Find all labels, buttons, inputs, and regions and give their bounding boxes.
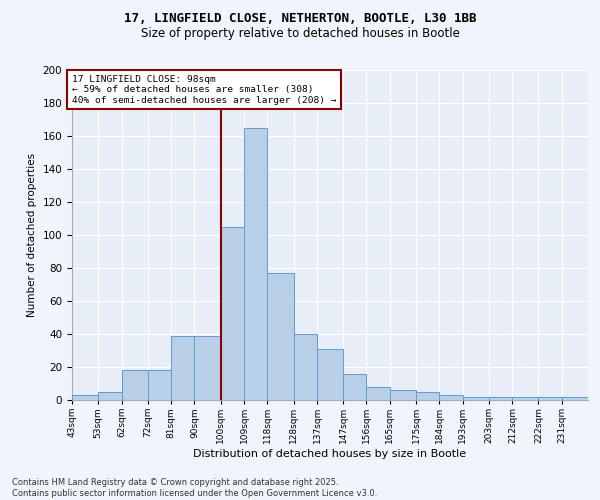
Text: 17 LINGFIELD CLOSE: 98sqm
← 59% of detached houses are smaller (308)
40% of semi: 17 LINGFIELD CLOSE: 98sqm ← 59% of detac…	[72, 75, 337, 104]
Bar	[463, 396, 489, 400]
Bar	[221, 227, 244, 400]
Y-axis label: Number of detached properties: Number of detached properties	[27, 153, 37, 317]
Bar	[268, 273, 293, 400]
Bar	[343, 374, 367, 400]
Bar	[512, 396, 538, 400]
Bar	[98, 392, 122, 400]
Bar	[317, 349, 343, 400]
Text: 17, LINGFIELD CLOSE, NETHERTON, BOOTLE, L30 1BB: 17, LINGFIELD CLOSE, NETHERTON, BOOTLE, …	[124, 12, 476, 26]
Bar	[489, 396, 512, 400]
Bar	[72, 395, 98, 400]
Text: Contains HM Land Registry data © Crown copyright and database right 2025.
Contai: Contains HM Land Registry data © Crown c…	[12, 478, 377, 498]
Text: Size of property relative to detached houses in Bootle: Size of property relative to detached ho…	[140, 28, 460, 40]
X-axis label: Distribution of detached houses by size in Bootle: Distribution of detached houses by size …	[193, 449, 467, 459]
Bar	[171, 336, 194, 400]
Bar	[416, 392, 439, 400]
Bar	[122, 370, 148, 400]
Bar	[390, 390, 416, 400]
Bar	[148, 370, 171, 400]
Bar	[244, 128, 268, 400]
Bar	[538, 396, 562, 400]
Bar	[194, 336, 221, 400]
Bar	[562, 396, 588, 400]
Bar	[439, 395, 463, 400]
Bar	[367, 387, 390, 400]
Bar	[293, 334, 317, 400]
